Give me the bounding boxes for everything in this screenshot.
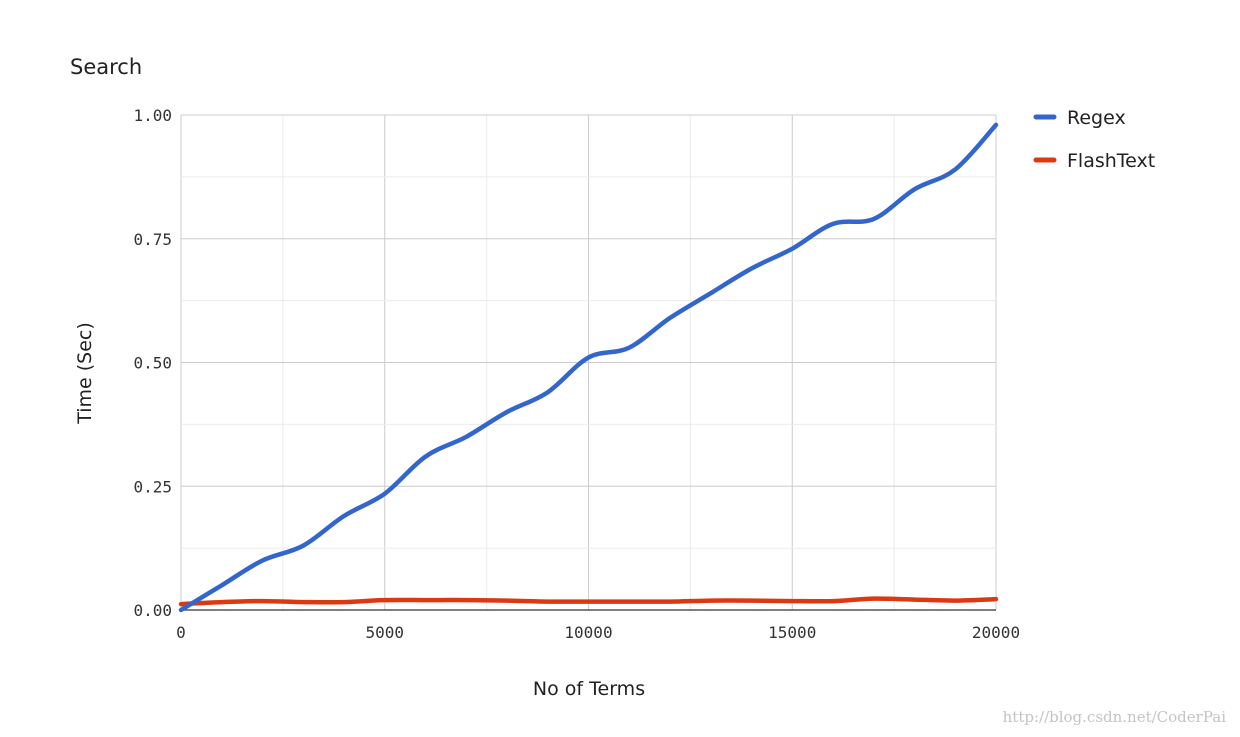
y-axis-ticks: 0.00 0.25 0.50 0.75 1.00 <box>133 106 172 620</box>
y-tick-label: 0.75 <box>133 230 172 249</box>
y-tick-label: 0.00 <box>133 601 172 620</box>
x-axis-title: No of Terms <box>533 678 645 700</box>
chart-title: Search <box>70 55 142 79</box>
series-line-regex <box>178 122 999 613</box>
x-tick-label: 10000 <box>564 623 612 642</box>
y-tick-label: 1.00 <box>133 106 172 125</box>
series-line-flashtext <box>178 596 999 607</box>
x-tick-label: 0 <box>176 623 186 642</box>
y-tick-label: 0.50 <box>133 354 172 373</box>
x-tick-label: 15000 <box>768 623 816 642</box>
legend: Regex FlashText <box>1033 107 1155 172</box>
x-axis-ticks: 0 5000 10000 15000 20000 <box>176 623 1020 642</box>
x-tick-label: 5000 <box>365 623 404 642</box>
gridlines <box>180 114 997 611</box>
legend-label-regex: Regex <box>1067 107 1126 129</box>
x-tick-label: 20000 <box>972 623 1020 642</box>
y-tick-label: 0.25 <box>133 477 172 496</box>
legend-label-flashtext: FlashText <box>1067 150 1155 172</box>
series-lines <box>178 122 999 613</box>
watermark-text: http://blog.csdn.net/CoderPai <box>1003 708 1227 726</box>
y-axis-title: Time (Sec) <box>74 322 96 425</box>
